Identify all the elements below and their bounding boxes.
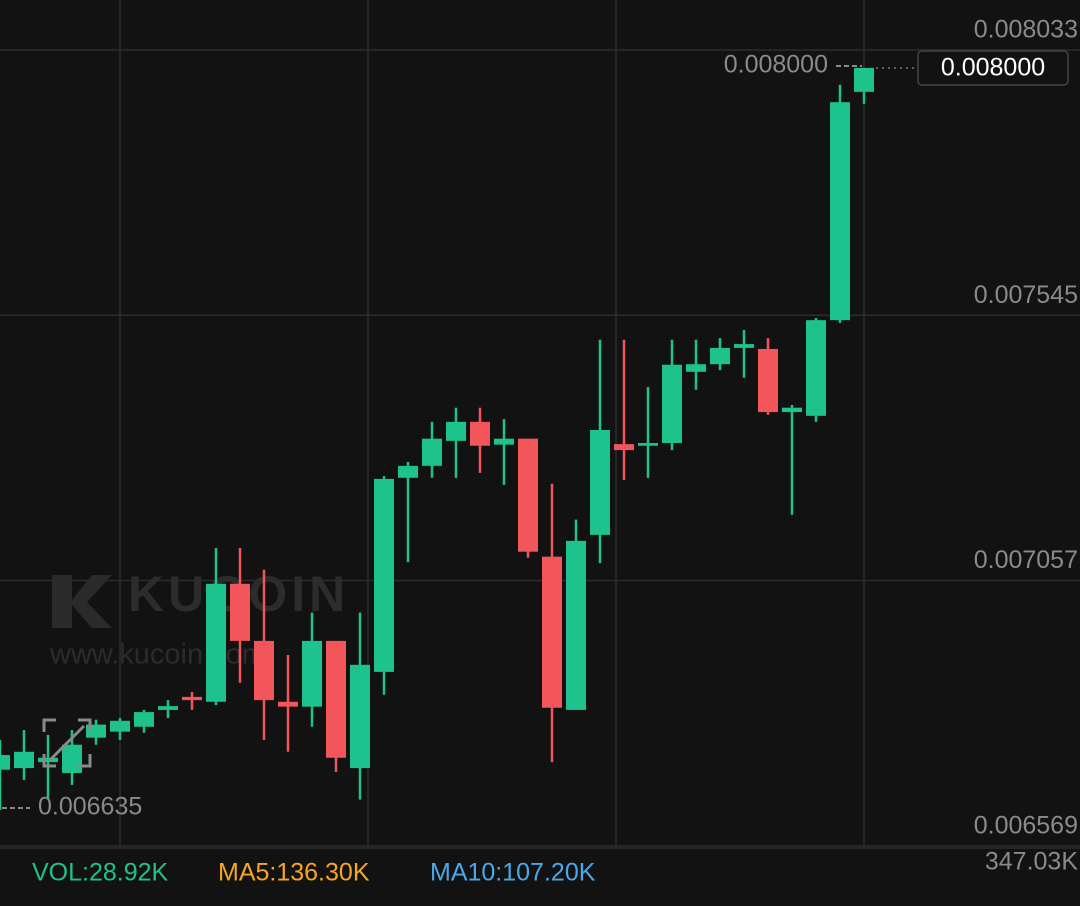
candle-body (542, 556, 562, 708)
watermark-logo (52, 575, 112, 628)
candle-body (518, 438, 538, 552)
indicator-label: MA10:107.20K (430, 859, 596, 887)
y-tick-label: 0.007057 (974, 546, 1078, 574)
max-marker-label: 0.008000 (724, 51, 828, 79)
indicator-label: MA5:136.30K (218, 859, 370, 887)
last-price-tag (917, 50, 1069, 86)
candle-body (638, 443, 658, 446)
candle-body (374, 478, 394, 672)
candle-body (398, 465, 418, 478)
candle-body (854, 67, 874, 92)
candle-body (782, 407, 802, 413)
watermark-url: www.kucoin.com (49, 639, 266, 671)
candle-body (230, 583, 250, 641)
candle-body (206, 583, 226, 702)
candle-body (14, 751, 34, 769)
candle-body (326, 640, 346, 758)
y-tick-label: 0.008033 (974, 16, 1078, 44)
volume-axis-label: 347.03K (985, 848, 1078, 876)
y-tick-label: 0.007545 (974, 281, 1078, 309)
candle-body (590, 429, 610, 535)
candle-body (662, 364, 682, 444)
candle-body (710, 347, 730, 365)
y-tick-label: 0.006569 (974, 811, 1078, 839)
candle-body (830, 102, 850, 321)
candle-body (182, 696, 202, 701)
candle-body (350, 664, 370, 769)
candle-body (494, 438, 514, 445)
candle-body (806, 320, 826, 416)
candle-body (422, 438, 442, 466)
expand-diagonal (48, 724, 86, 762)
candle-body (614, 444, 634, 451)
candle-body (278, 701, 298, 707)
candle-body (734, 344, 754, 348)
candle-body (38, 757, 58, 763)
logo (52, 575, 112, 628)
candle-body (758, 348, 778, 413)
candle-body (254, 640, 274, 701)
candle-body (470, 421, 490, 446)
expand-icon (42, 718, 92, 768)
candle-body (134, 712, 154, 727)
last-price-label: 0.008000 (941, 54, 1045, 82)
min-marker-label: 0.006635 (38, 793, 142, 821)
candle-body (158, 706, 178, 710)
expand-corners (42, 718, 92, 768)
candle-body (110, 720, 130, 732)
candle-body (62, 744, 82, 773)
candle-body (566, 540, 586, 710)
candle-body (686, 364, 706, 372)
candle-body (302, 640, 322, 707)
candle-body (0, 755, 10, 770)
indicator-label: VOL:28.92K (32, 859, 169, 887)
candle-body (446, 421, 466, 441)
